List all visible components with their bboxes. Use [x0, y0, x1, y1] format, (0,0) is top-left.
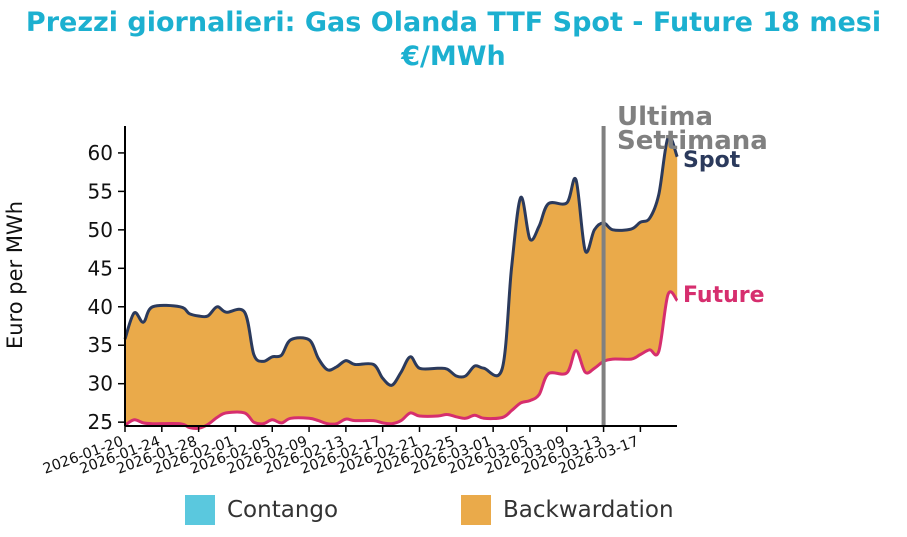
legend-label-backwardation: Backwardation — [503, 497, 674, 523]
chart-title-line1: Prezzi giornalieri: Gas Olanda TTF Spot … — [25, 7, 882, 38]
future-line — [124, 290, 679, 430]
y-tick-label: 25 — [88, 410, 113, 434]
chart-title: Prezzi giornalieri: Gas Olanda TTF Spot … — [0, 6, 907, 74]
y-tick-label: 55 — [88, 179, 113, 203]
chart-title-line2: €/MWh — [401, 41, 506, 72]
legend: Contango Backwardation — [0, 495, 907, 529]
legend-item-contango: Contango — [185, 495, 338, 525]
legend-swatch-backwardation — [461, 495, 491, 525]
last-week-label-line2: Settimana — [617, 126, 768, 156]
legend-swatch-contango — [185, 495, 215, 525]
y-tick-label: 60 — [88, 141, 113, 165]
y-tick-label: 45 — [88, 256, 113, 280]
y-tick-label: 50 — [88, 218, 113, 242]
last-week-label-line1: Ultima — [617, 102, 713, 132]
y-tick-label: 30 — [88, 372, 113, 396]
series-label-spot: Spot — [683, 148, 741, 173]
series-label-future: Future — [683, 283, 765, 308]
legend-label-contango: Contango — [227, 497, 339, 523]
y-tick-label: 40 — [88, 295, 113, 319]
legend-item-backwardation: Backwardation — [461, 495, 674, 525]
backwardation-area — [125, 136, 678, 429]
spot-line — [123, 134, 679, 387]
y-tick-label: 35 — [88, 333, 113, 357]
